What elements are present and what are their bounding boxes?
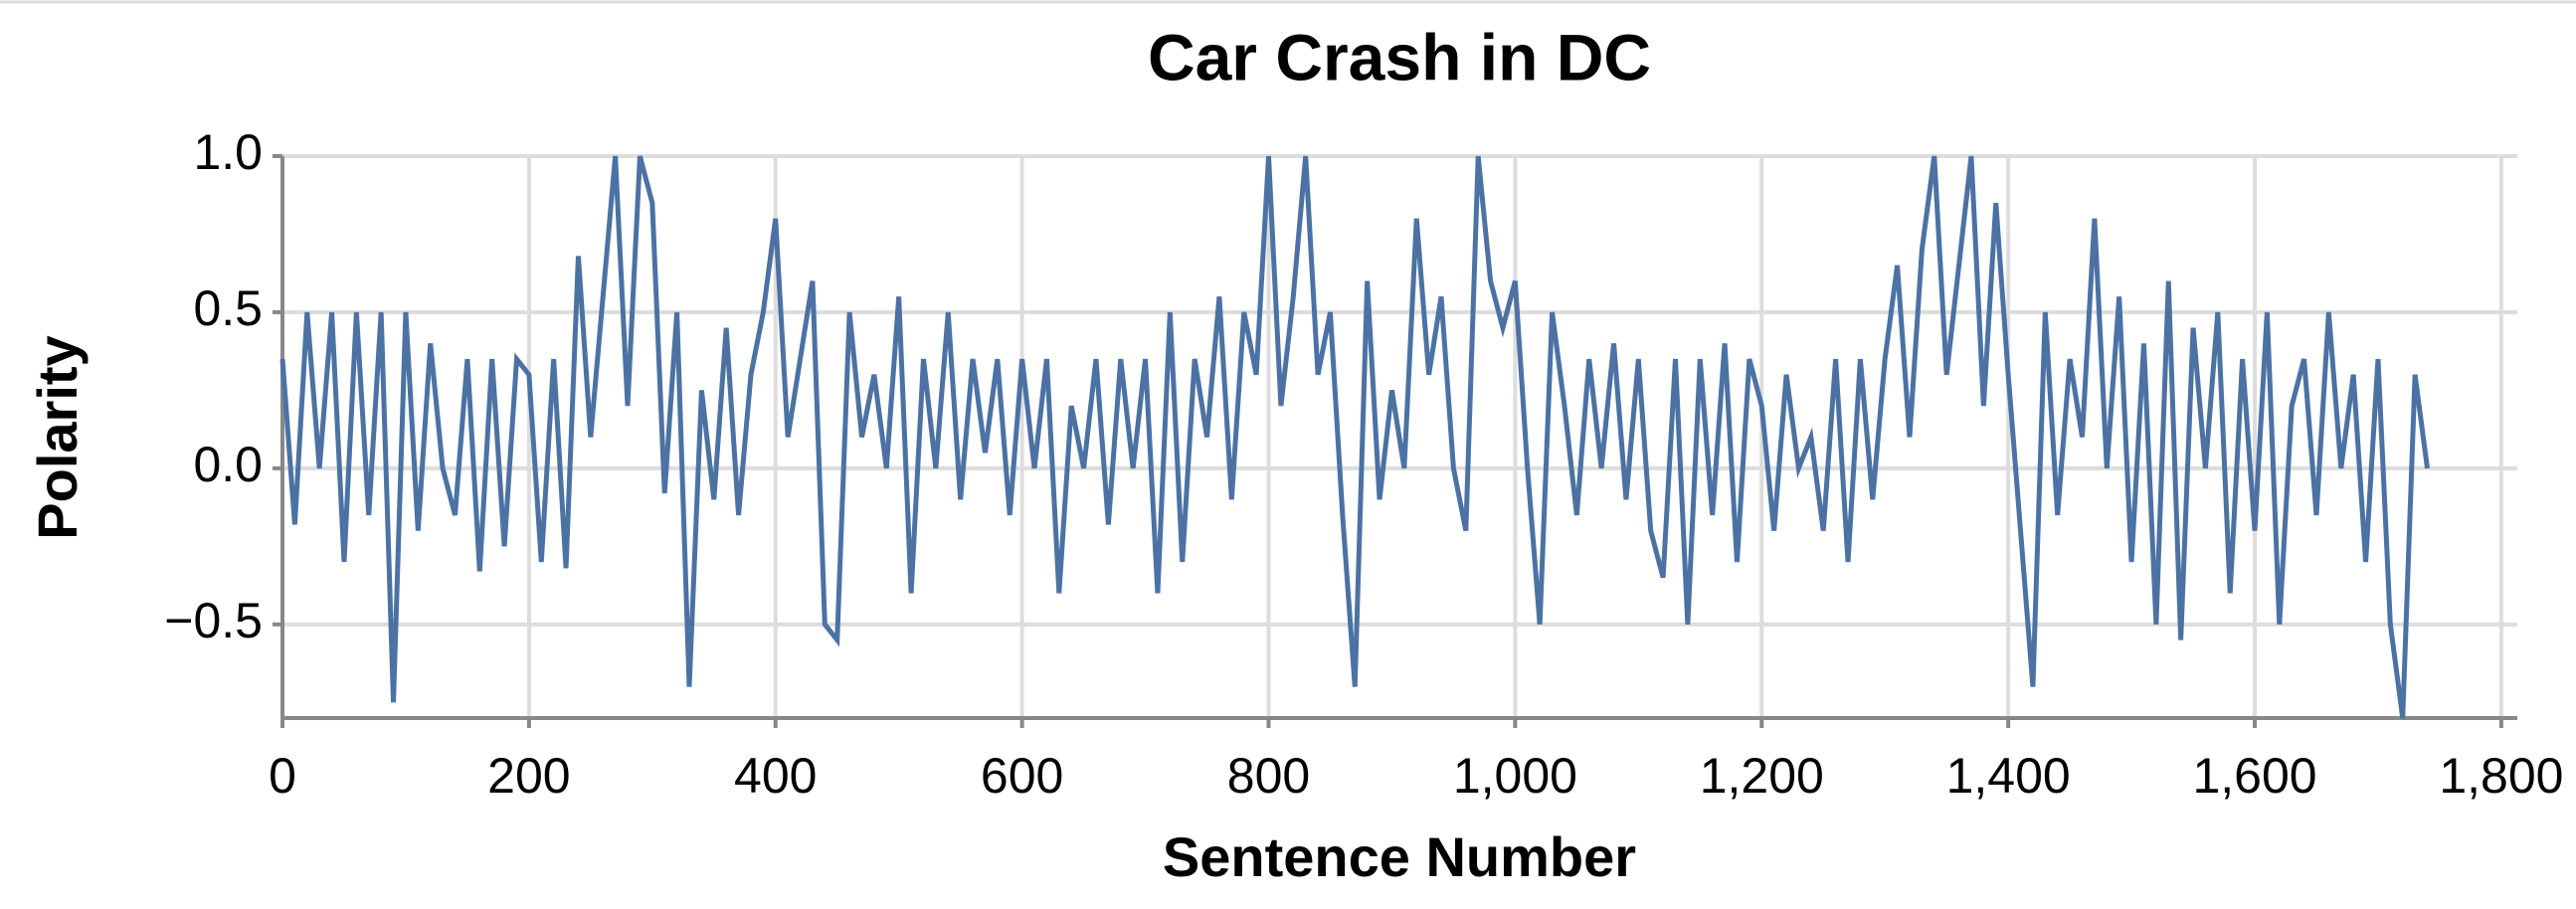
x-tick-label: 1,800 bbox=[2439, 748, 2563, 804]
x-tick-label: 400 bbox=[734, 748, 817, 804]
data-line bbox=[279, 155, 2431, 719]
x-tick-label: 0 bbox=[269, 748, 296, 804]
y-tick-label: 0.0 bbox=[193, 437, 263, 492]
x-tick-label: 1,200 bbox=[1700, 748, 1824, 804]
y-tick-label: 1.0 bbox=[193, 124, 263, 180]
chart-title: Car Crash in DC bbox=[1148, 20, 1651, 93]
y-tick-label: −0.5 bbox=[164, 593, 263, 648]
x-axis-title: Sentence Number bbox=[1163, 825, 1636, 888]
x-tick-label: 1,400 bbox=[1946, 748, 2071, 804]
y-tick-label: 0.5 bbox=[193, 280, 263, 336]
x-tick-label: 200 bbox=[487, 748, 570, 804]
x-tick-label: 1,600 bbox=[2192, 748, 2316, 804]
x-tick-label: 600 bbox=[981, 748, 1063, 804]
x-tick-label: 1,000 bbox=[1453, 748, 1577, 804]
x-tick-label: 800 bbox=[1227, 748, 1310, 804]
y-axis-title: Polarity bbox=[26, 335, 89, 539]
